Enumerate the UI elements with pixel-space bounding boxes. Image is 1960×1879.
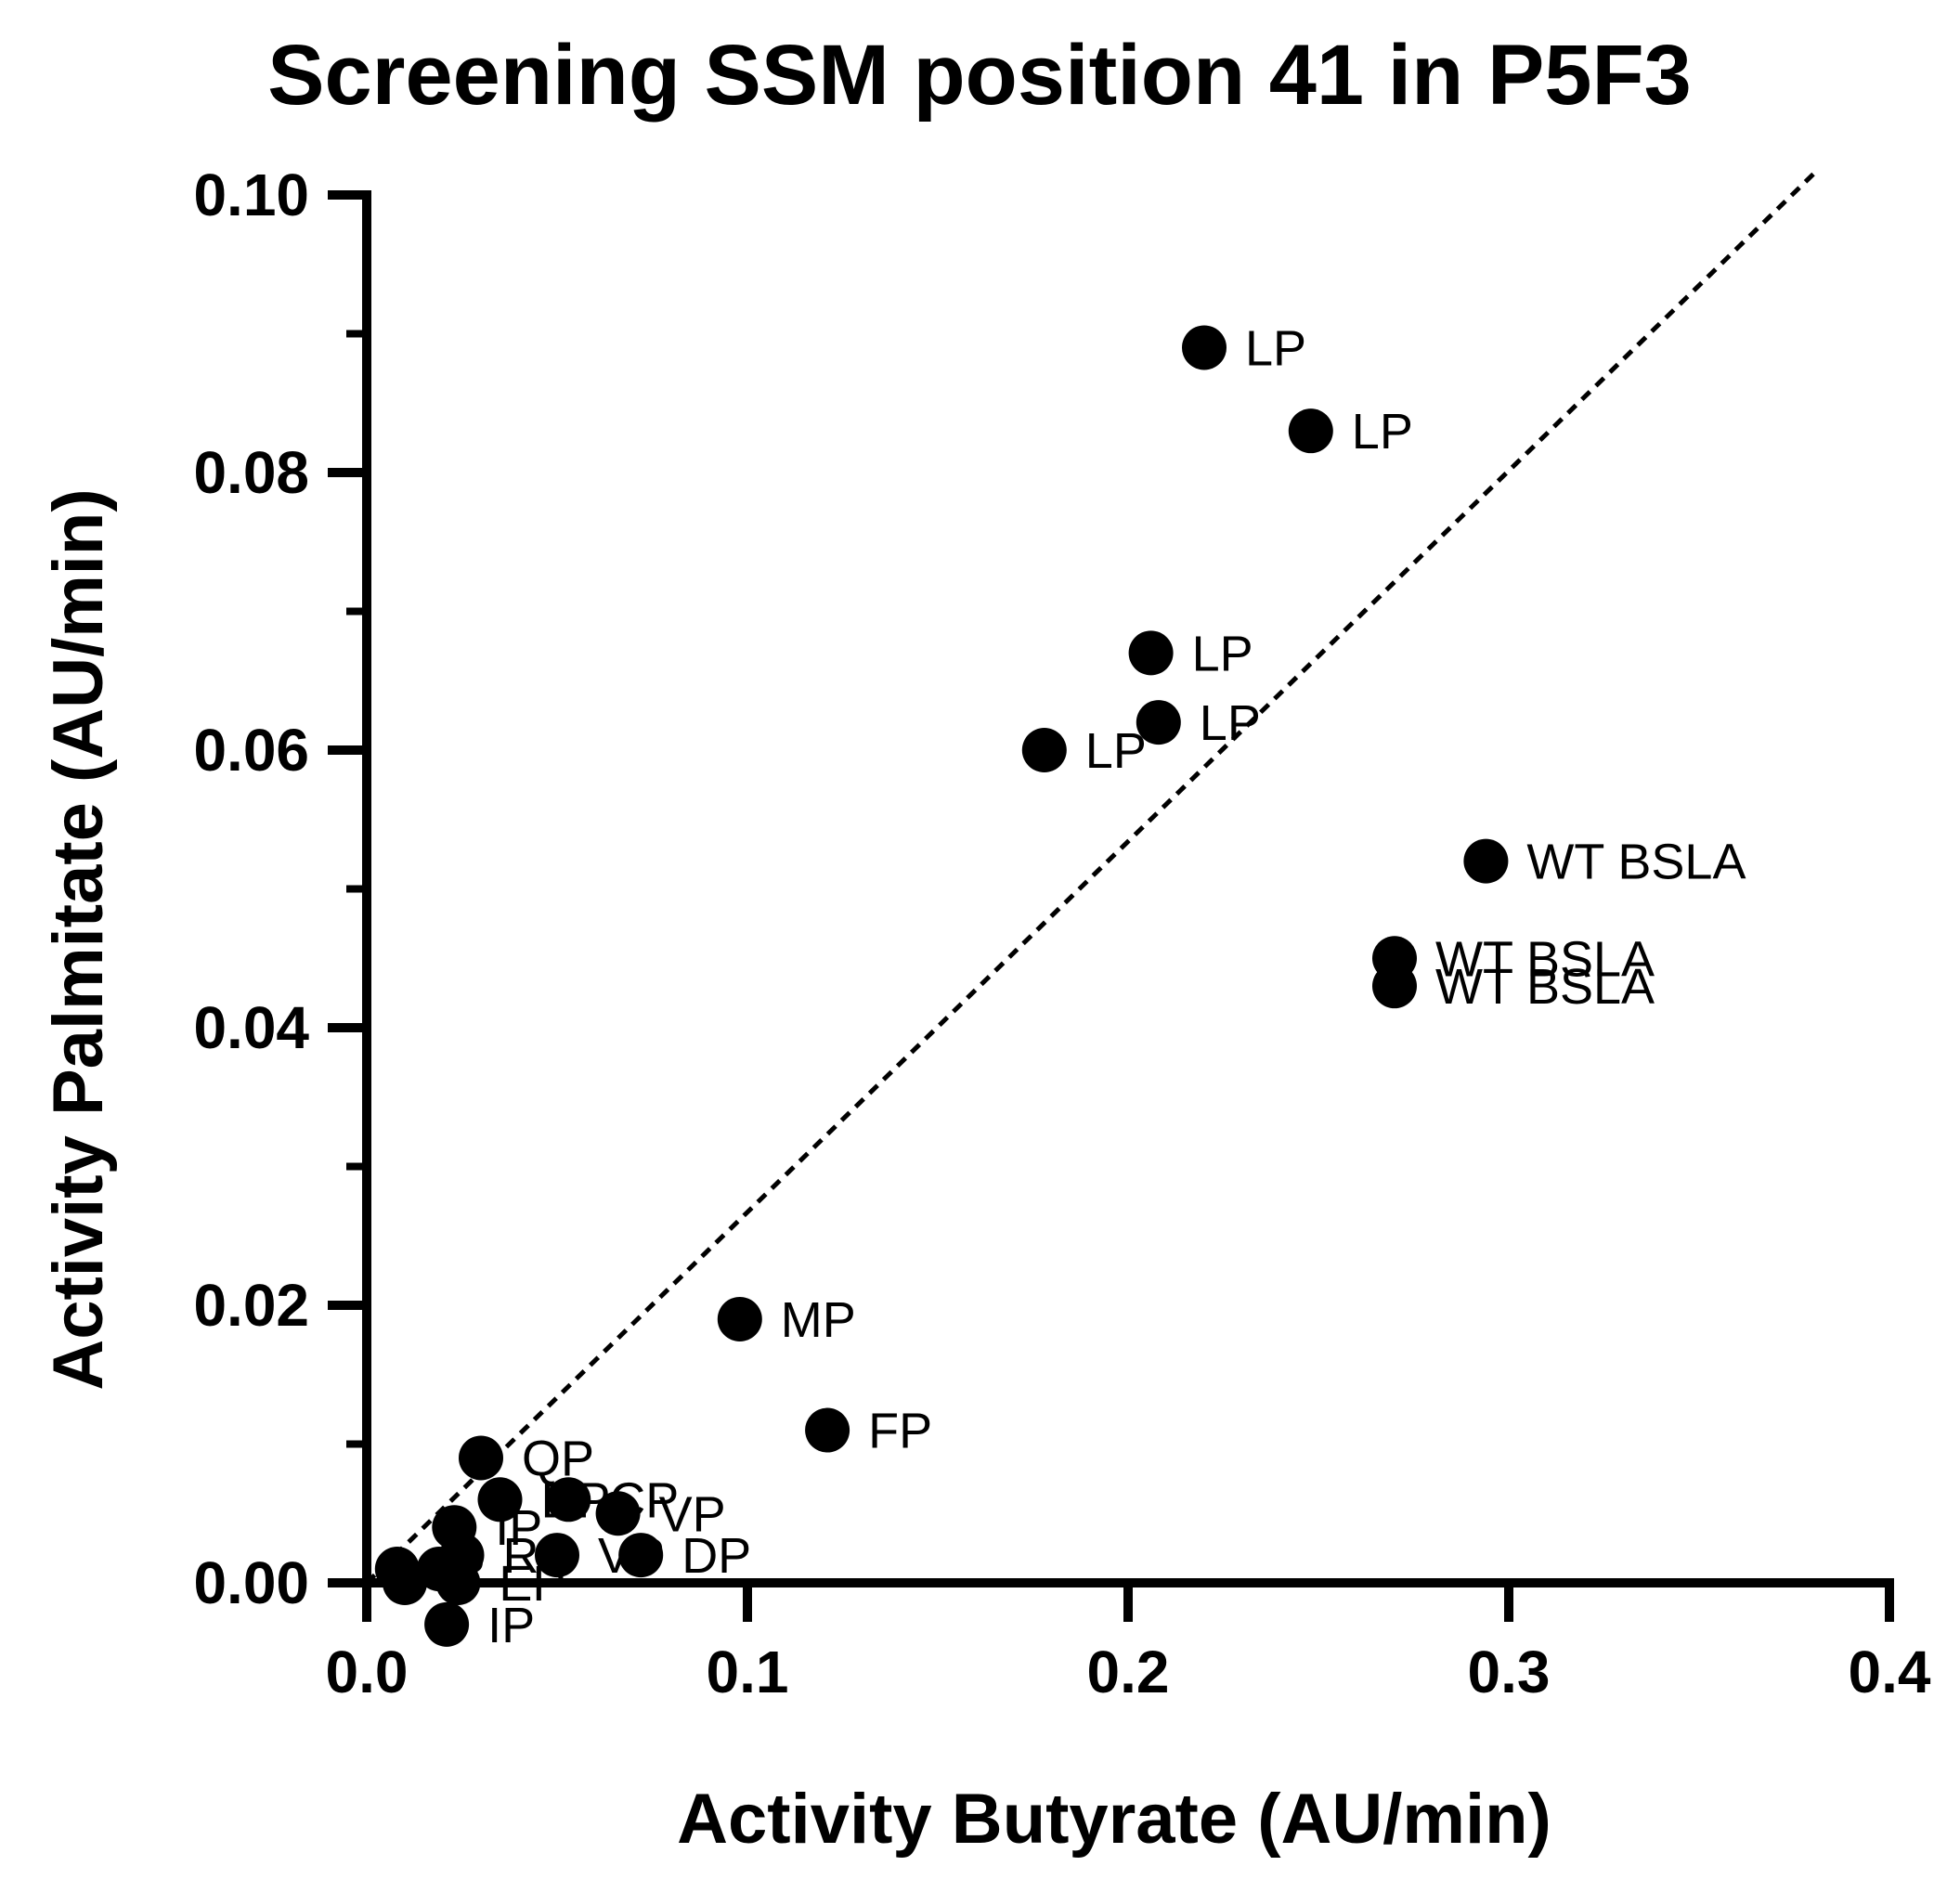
y-tick-label: 0.04 — [193, 994, 309, 1061]
data-point — [459, 1435, 503, 1481]
data-point-label: WT BSLA — [1526, 835, 1746, 890]
data-point — [805, 1407, 850, 1453]
data-point — [1128, 630, 1174, 676]
data-point — [595, 1491, 641, 1536]
data-point-label: VP — [659, 1486, 726, 1542]
data-point — [435, 1561, 481, 1605]
y-tick-label: 0.08 — [193, 439, 309, 506]
data-point — [424, 1601, 470, 1647]
y-tick-label: 0.10 — [193, 162, 309, 228]
reference-line — [365, 172, 1815, 1585]
y-tick-label: 0.00 — [193, 1549, 309, 1616]
data-point-label: WT BSLA — [1435, 931, 1655, 987]
data-point-label: IP — [438, 1542, 486, 1598]
y-axis-title: Activity Palmitate (AU/min) — [39, 488, 118, 1390]
data-point — [1182, 325, 1227, 370]
x-tick-label: 0.3 — [1468, 1639, 1551, 1705]
x-tick-label: 0.1 — [707, 1639, 789, 1705]
data-point — [717, 1296, 762, 1341]
data-point-label: LP — [1200, 695, 1261, 751]
data-point-label: WT BSLA — [1435, 959, 1655, 1015]
data-point-label: EP — [499, 1556, 565, 1612]
x-tick-label: 0.0 — [326, 1639, 409, 1705]
data-point — [618, 1533, 664, 1578]
x-tick-label: 0.2 — [1087, 1639, 1170, 1705]
data-point-label: LP — [1245, 320, 1306, 376]
data-point — [535, 1533, 579, 1578]
data-point — [1288, 408, 1333, 454]
data-point-label: LP — [1192, 626, 1253, 681]
data-point-label: DP — [681, 1528, 751, 1584]
data-point-label: IP — [495, 1500, 542, 1556]
plot-area: 0.0 0.1 0.2 0.3 0.4 0.00 0.02 0.04 0.06 0.08 0.10 L… — [193, 162, 1930, 1705]
data-point-label: DP — [541, 1472, 611, 1528]
x-axis-title: Activity Butyrate (AU/min) — [677, 1780, 1551, 1859]
data-point-label: IP — [487, 1598, 535, 1653]
data-point-label: CP — [609, 1472, 679, 1528]
data-point — [546, 1477, 591, 1523]
data-point — [383, 1561, 427, 1605]
data-point-label: VP — [598, 1528, 665, 1584]
chart-title: Screening SSM position 41 in P5F3 — [267, 28, 1692, 123]
y-tick-label: 0.02 — [193, 1272, 309, 1339]
data-point — [1136, 700, 1181, 745]
data-point-label: FP — [868, 1404, 932, 1459]
data-point — [1021, 728, 1067, 772]
data-point — [477, 1477, 523, 1523]
data-point-label: LP — [1085, 723, 1147, 779]
data-point-label: MP — [781, 1292, 856, 1348]
data-point-label: LP — [1352, 404, 1413, 460]
data-point-label: RP — [503, 1528, 573, 1584]
data-point-label: QP — [522, 1431, 594, 1486]
data-point — [1463, 838, 1509, 884]
x-tick-label: 0.4 — [1849, 1639, 1931, 1705]
data-point — [1372, 964, 1417, 1009]
y-tick-label: 0.06 — [193, 717, 309, 784]
